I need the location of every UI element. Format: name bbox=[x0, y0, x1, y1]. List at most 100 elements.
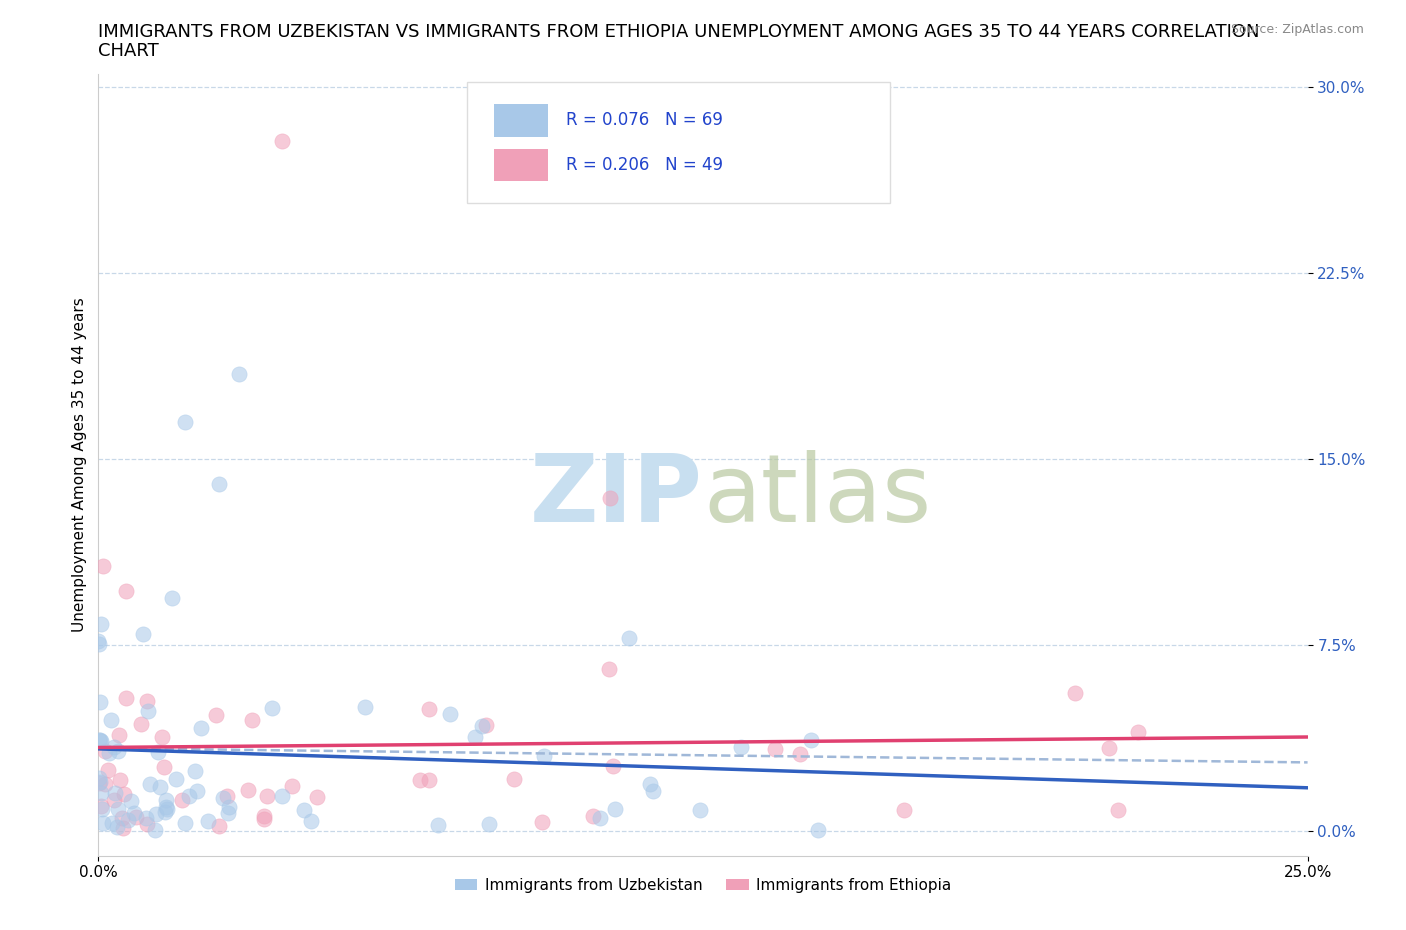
Point bbox=[253, 808, 276, 823]
Point bbox=[108, 727, 131, 742]
Point bbox=[93, 744, 115, 759]
Point bbox=[155, 804, 177, 819]
Point bbox=[125, 809, 148, 824]
Point bbox=[533, 749, 555, 764]
Point bbox=[208, 476, 231, 491]
Point bbox=[98, 745, 121, 760]
Point bbox=[204, 708, 226, 723]
Point bbox=[146, 744, 169, 759]
Point bbox=[90, 734, 112, 749]
Y-axis label: Unemployment Among Ages 35 to 44 years: Unemployment Among Ages 35 to 44 years bbox=[72, 298, 87, 632]
Point bbox=[90, 799, 112, 814]
Point bbox=[408, 773, 430, 788]
Point bbox=[589, 811, 612, 826]
Point bbox=[299, 814, 322, 829]
Point bbox=[174, 414, 197, 429]
Point bbox=[103, 793, 125, 808]
Point bbox=[418, 772, 440, 787]
Bar bbox=[494, 104, 548, 137]
Point bbox=[111, 821, 134, 836]
Point bbox=[503, 771, 526, 786]
Point bbox=[1128, 724, 1150, 739]
Legend: Immigrants from Uzbekistan, Immigrants from Ethiopia: Immigrants from Uzbekistan, Immigrants f… bbox=[449, 871, 957, 898]
Point bbox=[135, 694, 157, 709]
Point bbox=[87, 633, 110, 648]
Point bbox=[91, 802, 114, 817]
Text: ZIP: ZIP bbox=[530, 450, 703, 542]
Text: Source: ZipAtlas.com: Source: ZipAtlas.com bbox=[1230, 23, 1364, 36]
Point bbox=[599, 491, 621, 506]
Point bbox=[228, 366, 250, 381]
Point bbox=[162, 591, 184, 605]
Point bbox=[439, 707, 461, 722]
Point bbox=[90, 617, 112, 631]
Point bbox=[464, 729, 486, 744]
Point bbox=[190, 721, 212, 736]
Point bbox=[89, 637, 111, 652]
Point bbox=[87, 776, 110, 790]
Point bbox=[218, 800, 240, 815]
Point bbox=[89, 694, 111, 709]
Point bbox=[89, 775, 111, 790]
Text: CHART: CHART bbox=[98, 42, 159, 60]
Point bbox=[131, 627, 153, 642]
Point bbox=[90, 785, 112, 800]
Point bbox=[100, 713, 122, 728]
Point bbox=[179, 789, 201, 804]
Point bbox=[97, 763, 120, 777]
Point bbox=[602, 758, 624, 773]
Point bbox=[208, 818, 231, 833]
Point bbox=[165, 772, 187, 787]
Point bbox=[155, 802, 177, 817]
Point bbox=[730, 739, 752, 754]
Point bbox=[138, 703, 160, 718]
Point bbox=[114, 690, 136, 705]
Point bbox=[91, 816, 114, 830]
Point bbox=[307, 790, 329, 804]
Point bbox=[150, 730, 173, 745]
Point bbox=[143, 822, 166, 837]
Point bbox=[763, 741, 786, 756]
Point bbox=[155, 792, 177, 807]
Point bbox=[215, 789, 238, 804]
Point bbox=[1107, 803, 1129, 817]
Point bbox=[271, 134, 294, 149]
Point bbox=[1063, 685, 1085, 700]
Point bbox=[145, 807, 167, 822]
Point bbox=[135, 817, 157, 831]
Point bbox=[107, 802, 129, 817]
Point bbox=[253, 811, 276, 826]
Point bbox=[153, 760, 176, 775]
Point bbox=[112, 787, 135, 802]
Point bbox=[117, 812, 139, 827]
Text: IMMIGRANTS FROM UZBEKISTAN VS IMMIGRANTS FROM ETHIOPIA UNEMPLOYMENT AMONG AGES 3: IMMIGRANTS FROM UZBEKISTAN VS IMMIGRANTS… bbox=[98, 23, 1260, 41]
Point bbox=[197, 814, 219, 829]
Point bbox=[94, 777, 117, 791]
Point bbox=[641, 784, 664, 799]
Point bbox=[89, 771, 111, 786]
Point bbox=[426, 818, 449, 833]
Point bbox=[262, 701, 284, 716]
Point bbox=[89, 733, 111, 748]
Point bbox=[186, 783, 208, 798]
FancyBboxPatch shape bbox=[467, 82, 890, 204]
Point bbox=[101, 816, 124, 830]
Point bbox=[689, 803, 711, 817]
Point bbox=[789, 746, 811, 761]
Point bbox=[478, 817, 501, 831]
Point bbox=[107, 744, 129, 759]
Point bbox=[173, 816, 195, 830]
Point bbox=[598, 662, 620, 677]
Point bbox=[474, 717, 496, 732]
Point bbox=[1098, 740, 1121, 755]
Point bbox=[111, 811, 134, 826]
Point bbox=[280, 778, 302, 793]
Point bbox=[236, 783, 259, 798]
Point bbox=[582, 809, 605, 824]
Point bbox=[104, 786, 127, 801]
Point bbox=[184, 764, 207, 778]
Point bbox=[240, 713, 263, 728]
Point bbox=[115, 583, 138, 598]
Point bbox=[110, 772, 132, 787]
Point bbox=[418, 701, 440, 716]
